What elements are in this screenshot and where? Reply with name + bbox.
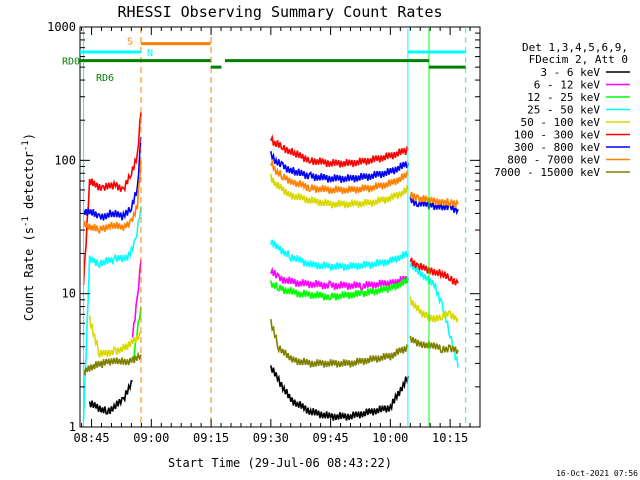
plot-frame [79,26,481,428]
series-25-50-kev [82,206,459,421]
status-label-s: S [127,37,133,48]
series-line-50-100-kev-2 [270,173,410,209]
series-3-6-kev [88,365,410,421]
legend-label-100-300-kev: 100 - 300 keV [514,129,600,142]
y-axis-ticks: 1 10 100 1000 [47,20,480,434]
series-line-300-800-kev-1 [82,136,142,221]
series-50-100-kev [88,173,459,358]
legend-label-300-800-kev: 300 - 800 keV [514,141,600,154]
legend-header-2: FDecim 2, Att 0 [529,53,628,66]
y-axis-label: Count Rate (s-1 detector-1) [21,133,36,321]
x-tick-label-08-45: 08:45 [73,431,109,445]
series-line-50-100-kev-1 [88,315,142,358]
series-line-6-12-kev-1 [131,259,142,338]
y-axis-label-sup2: -1 [21,140,31,151]
status-label-rd0: RD0 [62,57,80,68]
chart-title: RHESSI Observing Summary Count Rates [117,3,442,21]
series-line-25-50-kev-2 [270,239,410,271]
series-line-300-800-kev-2 [270,151,410,183]
y-axis-label-main: Count Rate (s [22,227,36,321]
series-layer [82,112,459,421]
y-axis-label-mid: detector [22,151,36,216]
series-6-12-kev [131,259,410,338]
series-line-50-100-kev-3 [409,296,459,324]
series-line-12-25-kev-2 [270,275,410,301]
legend-label-12-25-kev: 12 - 25 keV [527,91,600,104]
series-line-800-7000-kev-3 [409,191,459,208]
series-line-6-12-kev-2 [270,266,410,291]
y-axis-label-sup1: -1 [21,216,31,227]
y-tick-label-100: 100 [54,153,76,167]
y-tick-label-10: 10 [62,287,76,301]
legend-label-3-6-kev: 3 - 6 keV [540,66,600,79]
series-line-7000-15000-kev-3 [409,335,459,355]
legend-label-25-50-kev: 25 - 50 keV [527,104,600,117]
series-line-7000-15000-kev-2 [270,318,409,368]
y-axis-label-end: ) [22,133,36,140]
series-100-300-kev [82,112,459,286]
x-axis-label: Start Time (29-Jul-06 08:43:22) [168,456,392,470]
legend-label-6-12-kev: 6 - 12 keV [534,79,601,92]
x-tick-label-09-45: 09:45 [313,431,349,445]
legend-label-50-100-kev: 50 - 100 keV [521,116,601,129]
series-line-100-300-kev-3 [409,257,459,286]
legend-header-1: Det 1,3,4,5,6,9, [522,41,628,54]
legend-label-7000-15000-kev: 7000 - 15000 keV [494,166,600,179]
series-line-3-6-kev-2 [270,365,410,421]
series-line-100-300-kev-2 [270,133,409,168]
footer-timestamp: 16-Oct-2021 07:56 [556,469,638,478]
series-line-25-50-kev-1 [82,206,142,421]
y-tick-label-1000: 1000 [47,20,76,34]
series-line-800-7000-kev-1 [82,160,142,235]
series-800-7000-kev [82,158,459,235]
series-line-7000-15000-kev-1 [82,351,142,376]
status-bars: S N RD0 RD6 [62,37,466,84]
y-tick-label-1: 1 [69,420,76,434]
x-tick-label-10-00: 10:00 [372,431,408,445]
legend-label-800-7000-kev: 800 - 7000 keV [507,154,600,167]
series-line-25-50-kev-3 [409,261,459,368]
status-label-n: N [147,48,153,59]
series-line-3-6-kev-1 [88,379,133,415]
x-tick-label-10-15: 10:15 [432,431,468,445]
series-7000-15000-kev [82,318,459,376]
series-line-100-300-kev-1 [82,112,142,286]
legend: Det 1,3,4,5,6,9,FDecim 2, Att 03 - 6 keV… [494,41,630,179]
x-tick-label-09-15: 09:15 [193,431,229,445]
x-tick-label-09-00: 09:00 [133,431,169,445]
status-label-rd6: RD6 [96,73,114,84]
marker-layer [83,27,467,427]
x-tick-label-09-30: 09:30 [253,431,289,445]
x-axis-ticks: 08:45 09:00 09:15 09:30 09:45 10:00 10:15 [73,27,481,445]
series-line-800-7000-kev-2 [270,158,410,195]
